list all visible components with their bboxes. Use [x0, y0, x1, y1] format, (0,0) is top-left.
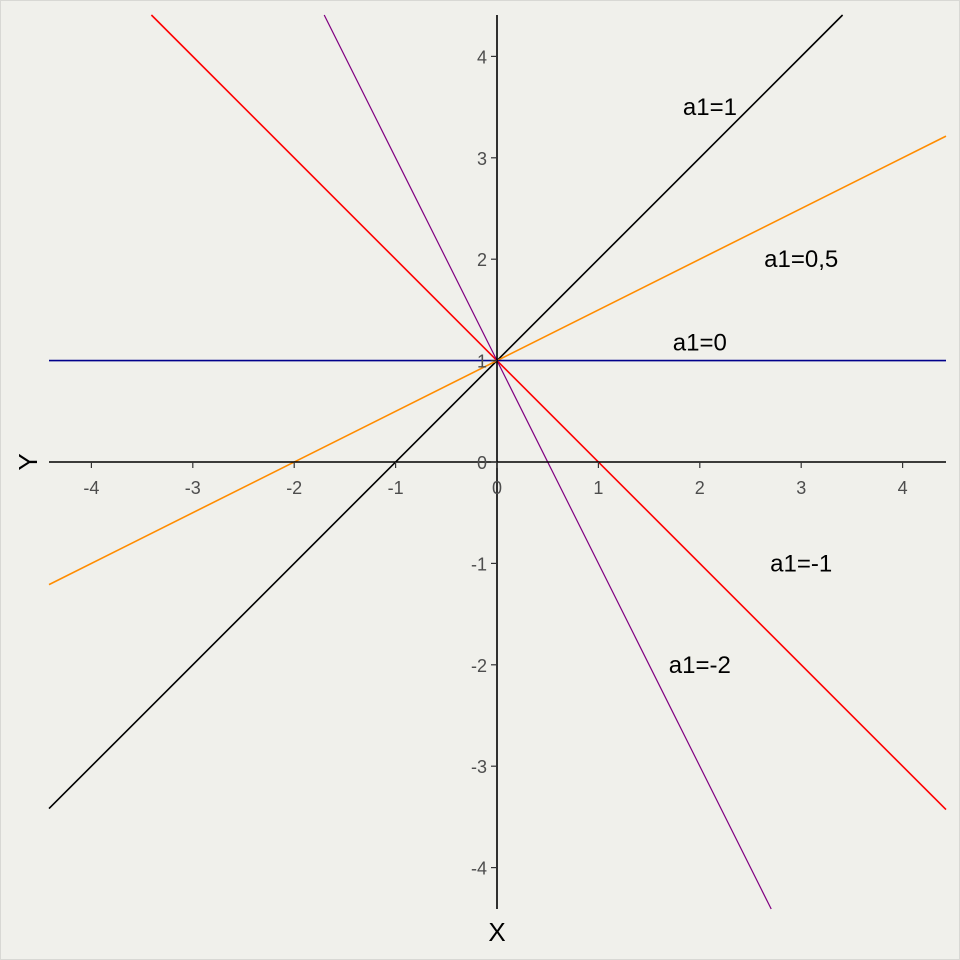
y-tick-label: 2	[477, 250, 487, 270]
y-tick-label: 3	[477, 149, 487, 169]
line-label-a1-1: a1=-1	[770, 550, 832, 577]
line-label-a1-2: a1=-2	[669, 652, 731, 679]
y-tick-label: 4	[477, 47, 487, 67]
x-tick-label: 2	[695, 478, 705, 498]
y-tick-label: -2	[471, 656, 487, 676]
x-tick-label: -3	[185, 478, 201, 498]
x-tick-label: -2	[286, 478, 302, 498]
series-line-a1-1	[150, 14, 947, 811]
ticks-layer: -4 -3 -2 -1 0 1 2 3 4 -4 -3 -2 -1 0 1 2 3 4	[83, 47, 907, 878]
series-line-a1-1	[48, 14, 844, 810]
y-axis-title: Y	[13, 453, 43, 470]
x-tick-label: 1	[593, 478, 603, 498]
x-tick-label: -4	[83, 478, 99, 498]
x-tick-label: -1	[388, 478, 404, 498]
line-label-a1-0: a1=0	[673, 329, 727, 356]
y-tick-label: -3	[471, 757, 487, 777]
x-tick-label: 0	[492, 478, 502, 498]
y-tick-label: 0	[477, 453, 487, 473]
y-tick-label: -1	[471, 554, 487, 574]
y-tick-label: 1	[477, 352, 487, 372]
x-tick-label: 4	[898, 478, 908, 498]
line-label-a1-1: a1=1	[683, 94, 737, 121]
line-labels-layer: a1=1 a1=0,5 a1=0 a1=-1 a1=-2	[669, 94, 838, 679]
x-tick-label: 3	[796, 478, 806, 498]
y-tick-label: -4	[471, 859, 487, 879]
line-label-a1-0-5: a1=0,5	[764, 246, 838, 273]
x-axis-title: X	[488, 917, 505, 947]
